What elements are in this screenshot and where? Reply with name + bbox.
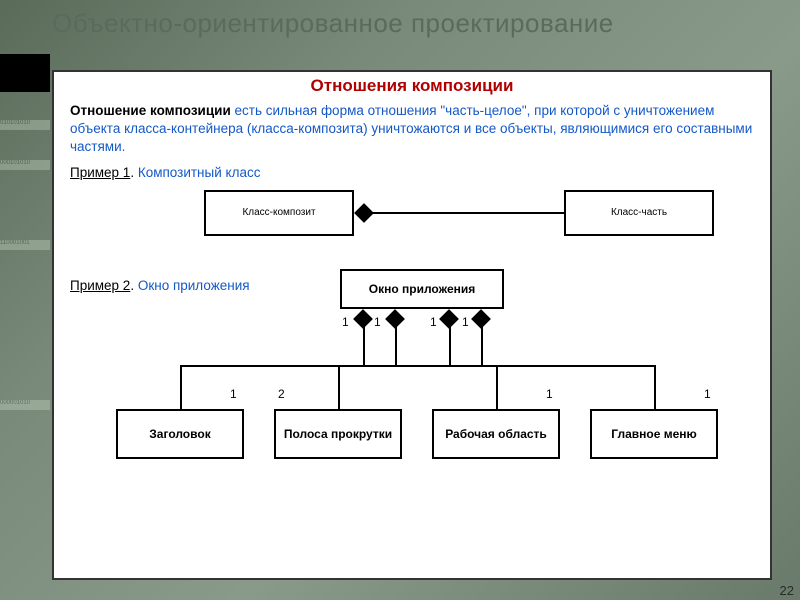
multiplicity-label: 1 [546, 387, 553, 401]
uml-child-box: Главное меню [590, 409, 718, 459]
connector-line [449, 326, 451, 365]
binary-decoration: 010101010 000101010 110001001 000001010 [0, 100, 50, 500]
connector-line [496, 365, 498, 409]
example1-title: Композитный класс [138, 165, 261, 180]
connector-line [338, 365, 340, 409]
connector-line [180, 365, 182, 409]
connector-line [481, 326, 483, 365]
uml-parent-box: Окно приложения [340, 269, 504, 309]
multiplicity-label: 1 [430, 315, 437, 329]
uml-child-box: Рабочая область [432, 409, 560, 459]
multiplicity-label: 1 [374, 315, 381, 329]
slide-title: Объектно-ориентированное проектирование [52, 8, 770, 39]
connector-line [395, 326, 397, 365]
connector-line [363, 326, 365, 365]
content-panel: Отношения композиции Отношение композици… [52, 70, 772, 580]
multiplicity-label: 1 [230, 387, 237, 401]
intro-text: Отношение композиции есть сильная форма … [54, 102, 770, 157]
uml-class-box: Класс-часть [564, 190, 714, 236]
multiplicity-label: 2 [278, 387, 285, 401]
example1-line: Пример 1. Композитный класс [54, 157, 770, 184]
page-number: 22 [780, 583, 794, 598]
intro-lead: Отношение композиции [70, 103, 235, 118]
bus-line [180, 365, 656, 367]
multiplicity-label: 1 [342, 315, 349, 329]
uml-child-box: Полоса прокрутки [274, 409, 402, 459]
corner-block [0, 54, 50, 92]
multiplicity-label: 1 [462, 315, 469, 329]
uml-class-box: Класс-композит [204, 190, 354, 236]
multiplicity-label: 1 [704, 387, 711, 401]
example1-label: Пример 1 [70, 165, 130, 180]
association-line [368, 212, 564, 214]
diagram-2: Окно приложения 1 1 1 1 Заголовок 1 Полоса прок… [54, 269, 770, 479]
uml-child-box: Заголовок [116, 409, 244, 459]
diagram-1: Класс-композит Класс-часть [54, 190, 770, 260]
section-title: Отношения композиции [54, 72, 770, 102]
connector-line [654, 365, 656, 409]
